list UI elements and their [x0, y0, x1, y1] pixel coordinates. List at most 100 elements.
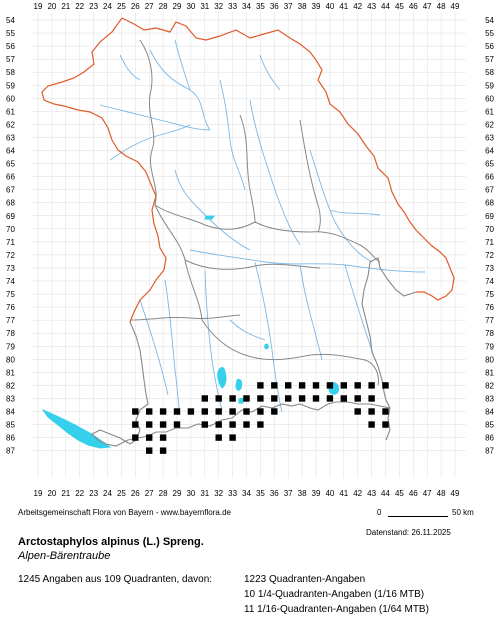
y-axis-label: 72: [6, 251, 15, 260]
occurrence-square: [229, 421, 236, 428]
y-axis-label: 80: [6, 355, 15, 364]
scale-bar: [388, 516, 448, 517]
y-axis-label: 84: [6, 408, 15, 417]
y-axis-label: 85: [485, 421, 494, 430]
y-axis-label: 81: [485, 368, 494, 377]
occurrence-square: [159, 447, 167, 454]
occurrence-square: [243, 421, 250, 428]
y-axis-label: 85: [6, 421, 15, 430]
y-axis-label: 69: [485, 212, 494, 221]
occurrence-square: [354, 408, 361, 415]
x-axis-label: 25: [117, 2, 126, 11]
y-axis-label: 64: [485, 147, 494, 156]
x-axis-label: 46: [409, 2, 418, 11]
y-axis-label: 55: [6, 29, 15, 38]
y-axis-label: 58: [485, 68, 494, 77]
y-axis-label: 77: [6, 316, 15, 325]
x-axis-label: 30: [186, 489, 195, 498]
x-axis-label: 24: [103, 489, 112, 498]
x-axis-label: 38: [298, 489, 307, 498]
occurrence-square: [201, 395, 208, 402]
x-axis-label: 40: [325, 2, 334, 11]
occurrence-square: [368, 408, 375, 415]
y-axis-label: 62: [485, 120, 494, 129]
occurrence-square: [201, 421, 208, 428]
x-axis-label: 20: [47, 489, 56, 498]
x-axis-label: 21: [61, 489, 70, 498]
y-axis-label: 69: [6, 212, 15, 221]
x-axis-label: 36: [270, 489, 279, 498]
x-axis-label: 25: [117, 489, 126, 498]
scale-start-label: 0: [377, 508, 382, 517]
y-axis-label: 54: [6, 16, 15, 25]
x-axis-label: 29: [173, 489, 182, 498]
y-axis-label: 62: [6, 120, 15, 129]
y-axis-label: 70: [485, 225, 494, 234]
occurrence-square: [340, 382, 347, 389]
y-axis-label: 65: [485, 160, 494, 169]
stats-summary: 1245 Angaben aus 109 Quadranten, davon:: [18, 574, 213, 585]
x-axis-label: 37: [284, 2, 293, 11]
y-axis-label: 66: [485, 173, 494, 182]
y-axis-label: 57: [6, 55, 15, 64]
occurrence-square: [271, 408, 278, 415]
occurrence-square: [257, 408, 264, 415]
x-axis-label: 28: [159, 2, 168, 11]
y-axis-label: 57: [485, 55, 494, 64]
occurrence-square: [159, 434, 167, 441]
y-axis-label: 87: [6, 447, 15, 456]
x-axis-label: 33: [228, 2, 237, 11]
y-axis-label: 75: [485, 290, 494, 299]
occurrence-square: [132, 408, 139, 415]
y-axis-label: 60: [6, 94, 15, 103]
y-axis-label: 83: [6, 394, 15, 403]
credit-line: Arbeitsgemeinschaft Flora von Bayern - w…: [18, 508, 231, 517]
occurrence-square: [132, 421, 139, 428]
y-axis-label: 74: [485, 277, 494, 286]
y-axis-labels-right: 54 55 56 57 58 59 60 61 62 63 64 65 66 67 68 69 70 71 72 73…: [485, 16, 494, 456]
occurrence-square: [340, 395, 347, 402]
y-axis-label: 74: [6, 277, 15, 286]
occurrence-square: [354, 382, 361, 389]
occurrence-square: [368, 421, 375, 428]
occurrence-square: [354, 395, 361, 402]
x-axis-label: 37: [284, 489, 293, 498]
y-axis-label: 60: [485, 94, 494, 103]
x-axis-label: 48: [437, 489, 446, 498]
y-axis-label: 79: [6, 342, 15, 351]
x-axis-label: 23: [89, 2, 98, 11]
x-axis-label: 38: [298, 2, 307, 11]
y-axis-label: 82: [485, 381, 494, 390]
occurrence-square: [146, 408, 153, 415]
y-axis-label: 73: [485, 264, 494, 273]
x-axis-label: 33: [228, 489, 237, 498]
y-axis-label: 78: [485, 329, 494, 338]
x-axis-label: 49: [451, 2, 460, 11]
occurrence-square: [159, 421, 167, 428]
y-axis-label: 64: [6, 147, 15, 156]
occurrence-square: [382, 382, 389, 389]
x-axis-label: 43: [367, 489, 376, 498]
x-axis-label: 36: [270, 2, 279, 11]
y-axis-label: 79: [485, 342, 494, 351]
occurrence-square: [132, 434, 139, 441]
x-axis-label: 32: [214, 2, 223, 11]
occurrence-square: [146, 421, 153, 428]
occurrence-square: [326, 382, 334, 389]
occurrence-square: [146, 447, 153, 454]
east-border: [361, 257, 417, 409]
occurrence-square: [173, 421, 181, 428]
y-axis-label: 87: [485, 447, 494, 456]
y-axis-label: 67: [6, 186, 15, 195]
x-axis-label: 27: [145, 2, 154, 11]
x-axis-label: 30: [186, 2, 195, 11]
x-axis-label: 26: [131, 2, 140, 11]
x-axis-label: 34: [242, 489, 251, 498]
x-axis-label: 34: [242, 2, 251, 11]
y-axis-label: 54: [485, 16, 494, 25]
x-axis-label: 45: [395, 489, 404, 498]
x-axis-label: 35: [256, 489, 265, 498]
y-axis-label: 71: [485, 238, 494, 247]
x-axis-label: 19: [34, 2, 43, 11]
state-border-west: [41, 17, 167, 323]
